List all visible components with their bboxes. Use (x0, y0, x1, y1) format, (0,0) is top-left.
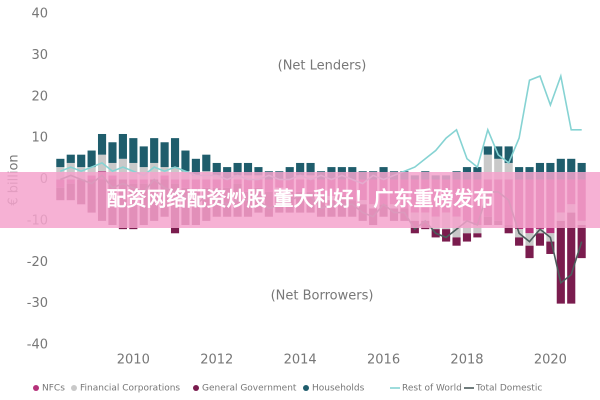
bar (525, 245, 534, 259)
legend-label: NFCs (42, 384, 65, 394)
legend-marker (193, 385, 199, 391)
bar (546, 241, 555, 254)
bar (108, 162, 117, 176)
bar (118, 158, 127, 180)
x-tick-label: 2018 (450, 353, 483, 368)
bar (108, 142, 117, 163)
bar (160, 142, 169, 168)
bar (150, 162, 159, 180)
bar (97, 133, 107, 155)
bar (56, 158, 65, 168)
legend-item: General Government (193, 384, 297, 394)
bar (494, 158, 503, 180)
x-tick-label: 2010 (117, 353, 150, 368)
bar (118, 133, 127, 159)
legend-item: Households (303, 384, 365, 394)
bar (212, 162, 221, 176)
y-tick-label: 10 (31, 131, 48, 146)
bar (462, 233, 472, 242)
legend-item: Total Domestic (464, 384, 542, 394)
bar (191, 158, 200, 176)
x-tick-label: 2014 (284, 353, 317, 368)
bar (87, 167, 96, 176)
bar (567, 158, 576, 180)
bar (546, 162, 555, 180)
bar (150, 138, 159, 163)
legend-label: General Government (202, 384, 297, 394)
bar (556, 220, 565, 304)
bar (525, 233, 534, 246)
y-tick-label: 30 (31, 48, 48, 63)
legend-marker (71, 385, 77, 391)
bar (504, 162, 513, 180)
bar (535, 233, 545, 246)
y-tick-label: -30 (27, 296, 48, 311)
bar (577, 162, 586, 180)
legend-label: Rest of World (402, 384, 462, 394)
bar (504, 146, 513, 163)
bar (243, 162, 253, 176)
x-tick-label: 2012 (200, 353, 233, 368)
legend-label: Households (312, 384, 365, 394)
bar (556, 158, 565, 180)
bar (129, 138, 138, 163)
banner: 配资网络配资炒股 董大利好！广东重磅发布 (107, 187, 494, 211)
legend-label: Total Domestic (475, 384, 542, 394)
bar (233, 162, 242, 176)
legend-item: Financial Corporations (71, 384, 180, 394)
line (60, 73, 582, 185)
banner-bg (0, 172, 600, 228)
x-tick-label: 2016 (367, 353, 400, 368)
bar (483, 146, 492, 155)
y-tick-label: 20 (31, 89, 48, 104)
y-tick-label: 40 (31, 7, 48, 22)
bar (66, 162, 75, 180)
bar (296, 162, 305, 176)
bar (515, 237, 524, 246)
bar (181, 150, 190, 172)
bar (483, 154, 492, 180)
bar (473, 233, 482, 238)
bar (170, 138, 180, 168)
legend-marker (33, 385, 39, 391)
bar (139, 146, 148, 168)
bar (504, 225, 513, 234)
bar (494, 146, 503, 159)
bar (567, 212, 576, 304)
x-tick-label: 2020 (534, 353, 567, 368)
y-tick-label: -20 (27, 255, 48, 270)
bar (202, 154, 211, 172)
bar (535, 162, 545, 180)
bar (66, 154, 75, 163)
bar (473, 225, 482, 234)
legend-item: Rest of World (390, 384, 462, 394)
bar (535, 229, 545, 234)
bar (254, 167, 263, 176)
annotation: (Net Borrowers) (271, 289, 374, 304)
legend-label: Financial Corporations (80, 384, 180, 394)
annotation: (Net Lenders) (278, 59, 367, 74)
bar (452, 237, 461, 246)
bar (577, 225, 586, 259)
legend-item: NFCs (33, 384, 65, 394)
legend-marker (303, 385, 309, 391)
bar (306, 162, 315, 176)
bar (87, 150, 96, 168)
bar (442, 229, 451, 242)
bar (77, 154, 86, 168)
y-tick-label: -40 (27, 338, 48, 353)
